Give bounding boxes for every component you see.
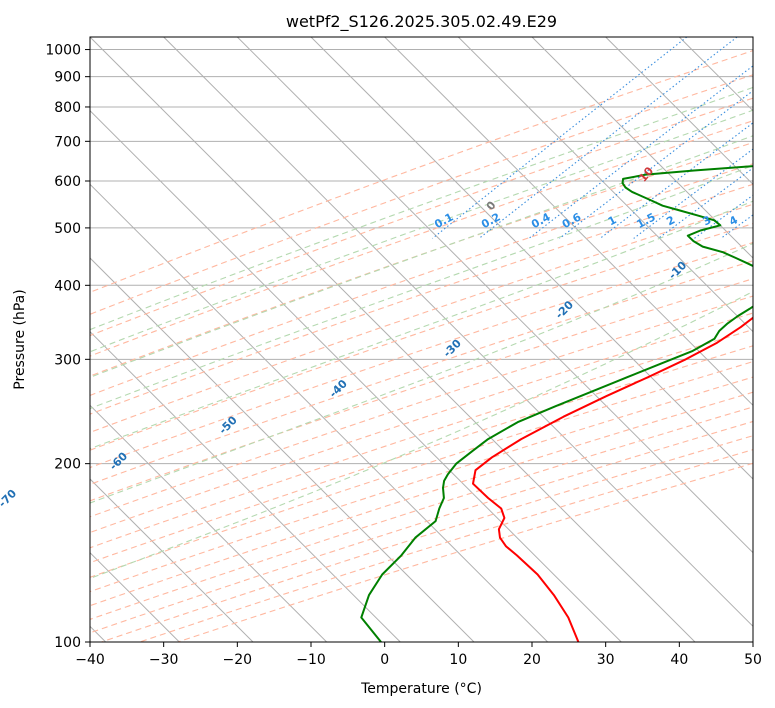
isotherm-line (90, 183, 549, 642)
plot-frame (89, 36, 754, 643)
x-tick-label: 0 (380, 652, 389, 668)
y-axis-title: Pressure (hPa) (12, 289, 28, 389)
isotherm-line (163, 37, 753, 628)
background-lines (90, 37, 753, 642)
temperature-profile-line (472, 316, 753, 642)
x-tick-label: −30 (149, 652, 179, 668)
dry-adiabat-line (90, 278, 753, 502)
y-tick-label: 800 (54, 100, 81, 116)
moist-adiabat-line (90, 109, 753, 353)
dry-adiabat-line (90, 120, 753, 357)
dry-adiabat-line (90, 329, 753, 549)
dry-adiabat-line (90, 391, 753, 607)
y-tick-label: 200 (54, 457, 81, 473)
x-tick-label: −10 (296, 652, 326, 668)
x-axis-title: Temperature (°C) (360, 681, 482, 697)
plot-background (90, 37, 753, 642)
mixing-ratio-line (559, 90, 753, 239)
x-tick-label: −40 (75, 652, 105, 668)
moist-adiabat-line (90, 242, 753, 504)
isotherm-line (457, 37, 753, 333)
isotherm-line (90, 330, 401, 642)
profile-series (360, 165, 753, 642)
x-tick-label: −20 (223, 652, 253, 668)
moist-adiabat-line (90, 86, 753, 331)
dry-adiabat-line (90, 74, 753, 315)
dry-adiabat-line (90, 97, 753, 337)
moist-adiabat-line (90, 200, 753, 450)
dry-adiabat-line (90, 141, 753, 377)
x-tick-label: 50 (744, 652, 762, 668)
isotherm-line (90, 109, 622, 642)
mixing-ratio-line (478, 37, 738, 239)
y-tick-label: 900 (54, 70, 81, 86)
isotherm-line (310, 37, 753, 480)
isotherm-line (90, 404, 328, 642)
x-tick-label: 10 (449, 652, 467, 668)
dry-adiabat-line (90, 223, 753, 451)
dewpoint-profile-line (360, 165, 753, 642)
isotherm-line (236, 37, 753, 554)
isotherm-line (605, 37, 753, 186)
y-tick-label: 1000 (45, 43, 81, 59)
y-tick-label: 700 (54, 134, 81, 150)
isotherm-line (384, 37, 753, 407)
y-tick-label: 400 (54, 278, 81, 294)
chart-title: wetPf2_S126.2025.305.02.49.E29 (286, 12, 557, 32)
x-tick-label: 30 (597, 652, 615, 668)
dry-adiabat-line (90, 163, 753, 397)
dry-adiabat-line (90, 50, 753, 293)
moist-adiabat-line (90, 164, 753, 410)
y-tick-label: 100 (54, 635, 81, 651)
y-tick-label: 500 (54, 221, 81, 237)
isotherm-line (90, 37, 696, 642)
y-tick-label: 600 (54, 174, 81, 190)
x-tick-label: 20 (523, 652, 541, 668)
moist-adiabat-line (90, 290, 753, 580)
dry-adiabat-line (90, 361, 753, 578)
y-tick-label: 300 (54, 352, 81, 368)
x-tick-label: 40 (670, 652, 688, 668)
isotherm-line (531, 37, 753, 259)
axes: −40 −30 −20 −10 0 10 20 30 40 50 100 200 300 400 500 60… (45, 43, 762, 668)
dry-adiabat-line (90, 260, 753, 485)
mixing-ratio-line (658, 167, 753, 239)
isotherm-line (90, 257, 475, 642)
dry-adiabat-line (90, 183, 753, 415)
dry-adiabat-line (90, 312, 753, 534)
